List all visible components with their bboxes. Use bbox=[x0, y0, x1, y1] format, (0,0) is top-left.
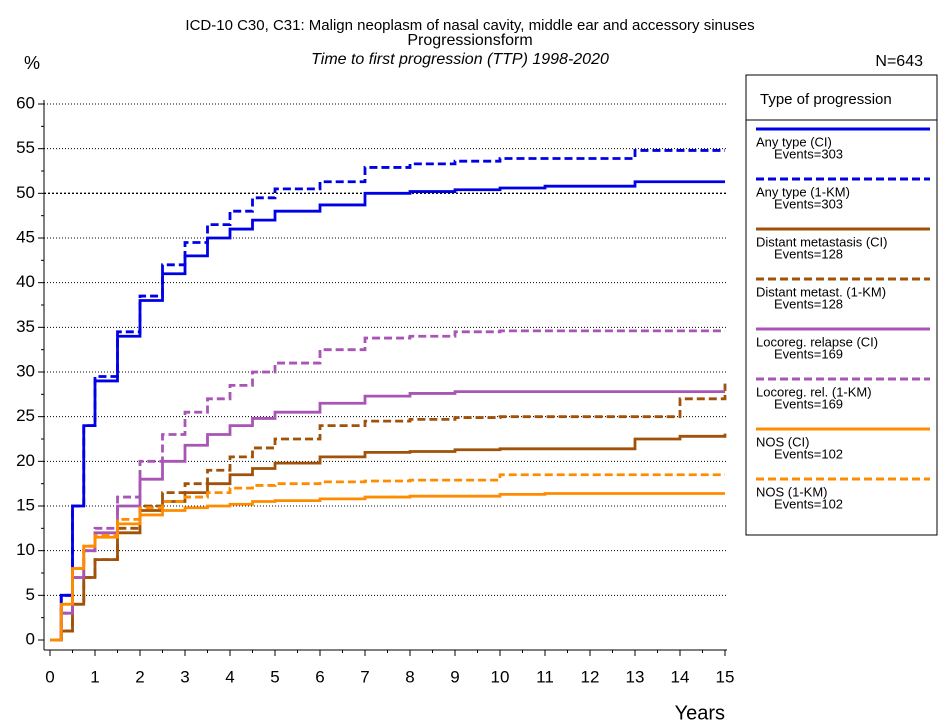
y-tick-label: 5 bbox=[26, 585, 35, 604]
legend-events: Events=128 bbox=[774, 246, 843, 261]
x-tick-label: 13 bbox=[626, 667, 645, 686]
chart-subtitle: Progressionsform bbox=[407, 32, 532, 49]
x-tick-label: 0 bbox=[45, 667, 54, 686]
legend-events: Events=169 bbox=[774, 396, 843, 411]
x-tick-label: 3 bbox=[180, 667, 189, 686]
series-line bbox=[50, 473, 725, 642]
legend-label: Distant metastasis (CI) bbox=[756, 234, 887, 249]
series-line bbox=[50, 149, 725, 642]
x-tick-label: 4 bbox=[225, 667, 234, 686]
x-tick-label: 5 bbox=[270, 667, 279, 686]
y-tick-label: 0 bbox=[26, 629, 35, 648]
legend-events: Events=102 bbox=[774, 496, 843, 511]
x-tick-label: 7 bbox=[360, 667, 369, 686]
x-tick-label: 14 bbox=[671, 667, 690, 686]
legend-events: Events=128 bbox=[774, 296, 843, 311]
legend-label: NOS (CI) bbox=[756, 434, 809, 449]
legend-label: Any type (CI) bbox=[756, 134, 832, 149]
legend-title: Type of progression bbox=[760, 91, 892, 108]
x-tick-label: 15 bbox=[716, 667, 735, 686]
legend-events: Events=169 bbox=[774, 346, 843, 361]
series-line bbox=[50, 180, 725, 642]
legend-events: Events=303 bbox=[774, 146, 843, 161]
legend-label: Distant metast. (1-KM) bbox=[756, 284, 886, 299]
legend-label: Locoreg. rel. (1-KM) bbox=[756, 384, 872, 399]
y-tick-label: 45 bbox=[16, 227, 35, 246]
n-label: N=643 bbox=[875, 53, 923, 70]
y-tick-label: 30 bbox=[16, 361, 35, 380]
legend-events: Events=102 bbox=[774, 446, 843, 461]
legend-box bbox=[745, 74, 938, 536]
y-tick-label: 25 bbox=[16, 406, 35, 425]
chart-title: ICD-10 C30, C31: Malign neoplasm of nasa… bbox=[185, 17, 754, 34]
series-line bbox=[50, 329, 725, 642]
y-tick-label: 20 bbox=[16, 451, 35, 470]
x-tick-label: 1 bbox=[90, 667, 99, 686]
y-tick-label: 15 bbox=[16, 495, 35, 514]
legend-label: NOS (1-KM) bbox=[756, 484, 828, 499]
series-line bbox=[50, 492, 725, 642]
x-tick-label: 8 bbox=[405, 667, 414, 686]
y-axis-label: % bbox=[24, 53, 40, 73]
legend-label: Any type (1-KM) bbox=[756, 184, 850, 199]
legend-events: Events=303 bbox=[774, 196, 843, 211]
chart-subtitle2: Time to first progression (TTP) 1998-202… bbox=[311, 51, 609, 68]
series-line bbox=[50, 433, 727, 642]
y-tick-label: 50 bbox=[16, 183, 35, 202]
y-tick-label: 40 bbox=[16, 272, 35, 291]
x-tick-label: 11 bbox=[536, 667, 554, 686]
x-tick-label: 10 bbox=[491, 667, 510, 686]
legend-label: Locoreg. relapse (CI) bbox=[756, 334, 878, 349]
x-tick-label: 12 bbox=[581, 667, 600, 686]
series-line bbox=[50, 383, 727, 642]
x-tick-label: 2 bbox=[135, 667, 144, 686]
x-tick-label: 9 bbox=[450, 667, 459, 686]
y-tick-label: 10 bbox=[16, 540, 35, 559]
y-tick-label: 60 bbox=[16, 93, 35, 112]
x-tick-label: 6 bbox=[315, 667, 324, 686]
y-tick-label: 55 bbox=[16, 138, 35, 157]
y-tick-label: 35 bbox=[16, 317, 35, 336]
x-axis-label: Years bbox=[675, 702, 725, 724]
